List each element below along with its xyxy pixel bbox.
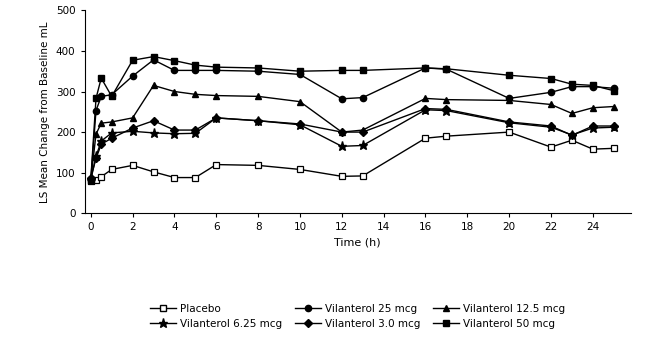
Legend: Placebo, Vilanterol 6.25 mcg, Vilanterol 25 mcg, Vilanterol 3.0 mcg, Vilanterol : Placebo, Vilanterol 6.25 mcg, Vilanterol… xyxy=(150,304,565,329)
Y-axis label: LS Mean Change from Baseline mL: LS Mean Change from Baseline mL xyxy=(40,21,50,203)
X-axis label: Time (h): Time (h) xyxy=(334,238,381,248)
